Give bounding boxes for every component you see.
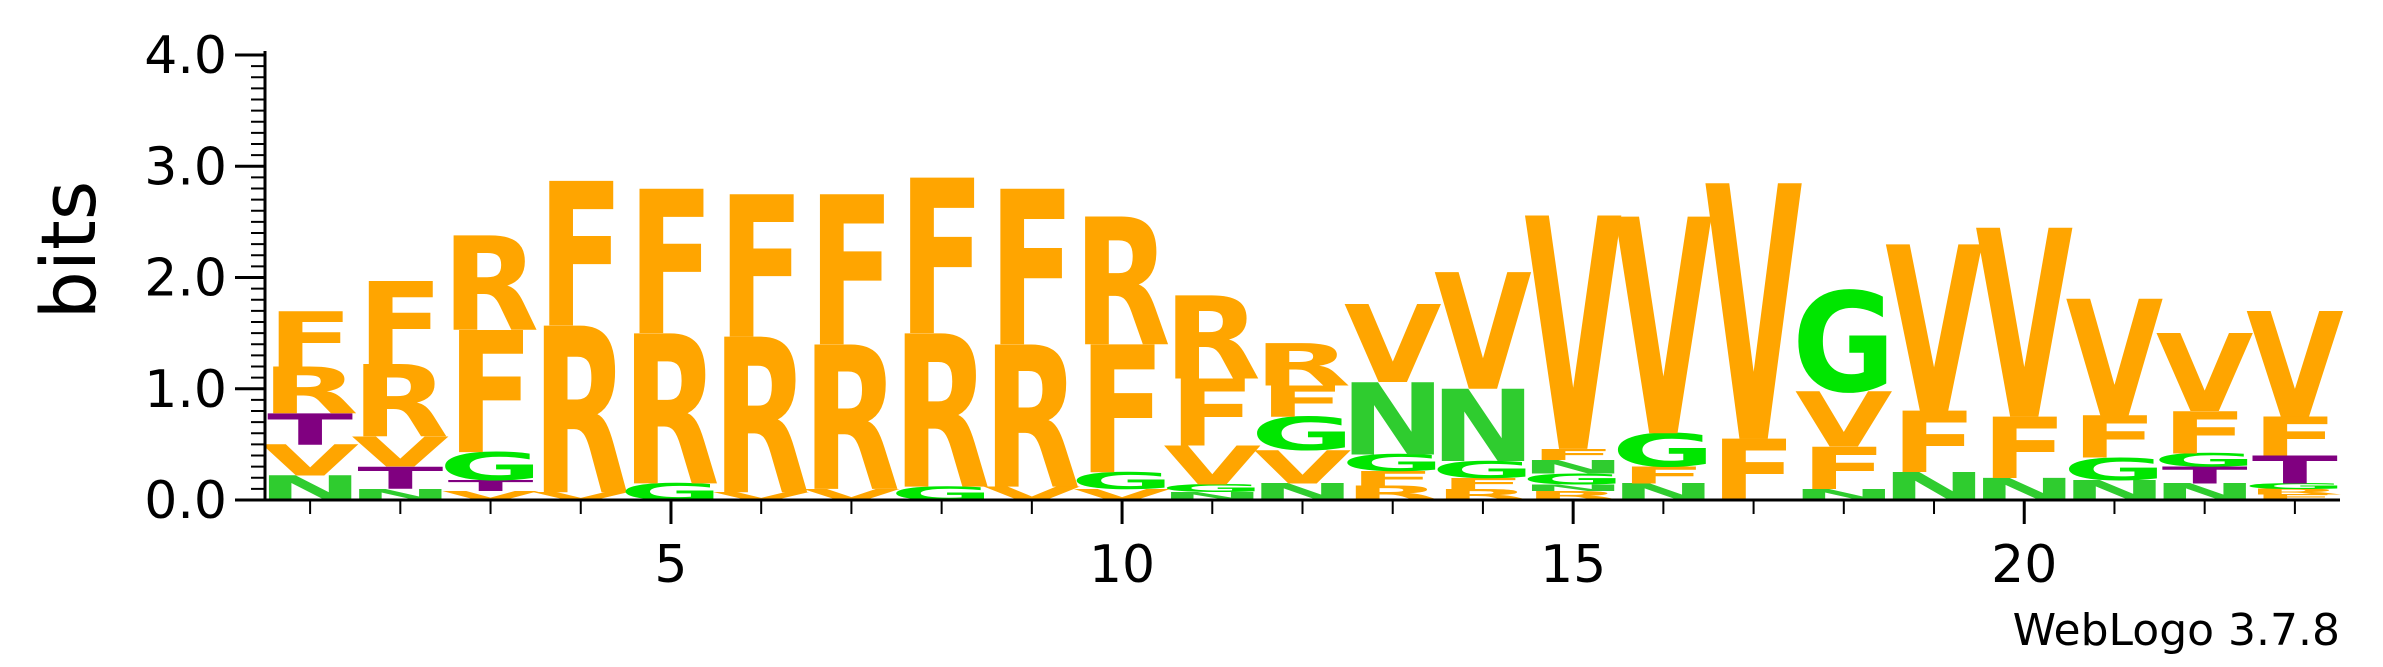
logo-letter: G <box>2153 450 2256 471</box>
logo-letter: V <box>2246 283 2344 452</box>
logo-letter: V <box>261 437 359 486</box>
logo-letter: V <box>2066 267 2164 454</box>
logo-letter: R <box>442 210 539 361</box>
logo-letter: N <box>1340 363 1445 478</box>
logo-letter: G <box>1431 457 1534 483</box>
logo-letter: G <box>1792 265 1895 424</box>
logo-letter: R <box>1254 332 1351 399</box>
logo-letter: G <box>1070 468 1173 494</box>
logo-letter: F <box>1350 467 1436 490</box>
logo-letter: G <box>2243 482 2346 491</box>
logo-letter: G <box>439 445 542 489</box>
y-tick-label: 1.0 <box>144 360 227 420</box>
logo-letter: F <box>989 147 1075 395</box>
logo-letter: V <box>1885 199 1983 465</box>
logo-letter: V <box>2156 312 2254 436</box>
logo-letter: G <box>1161 482 1264 494</box>
x-tick-label: 5 <box>654 535 687 595</box>
x-tick-label: 15 <box>1540 535 1606 595</box>
logo-letter: R <box>1074 181 1171 385</box>
logo-letter: T <box>448 477 534 495</box>
logo-letter: F <box>2252 406 2338 468</box>
logo-letter: T <box>2252 448 2338 492</box>
logo-letter: R <box>1164 273 1261 406</box>
logo-letter: F <box>357 259 443 392</box>
logo-letter: R <box>2246 487 2343 496</box>
logo-letter: R <box>622 294 719 533</box>
logo-letter: F <box>1981 401 2067 498</box>
logo-letter: V <box>1344 283 1442 407</box>
logo-letter: F <box>1620 462 1706 488</box>
y-tick-label: 2.0 <box>144 249 227 309</box>
logo-letter: F <box>1079 309 1165 513</box>
logo-letter: F <box>808 155 894 394</box>
logo-letter: V <box>1705 115 1803 522</box>
logo-letter: G <box>1341 450 1444 476</box>
logo-letter: R <box>352 345 449 460</box>
axes: 0.0 1.0 2.0 3.0 4.0 5 10 15 20 <box>144 26 2340 595</box>
letter-stacks: NVTRFNTVRFVTGFRVRFGRFVRFVRFGRFVRFVGFRNGV… <box>257 115 2346 546</box>
logo-letter: R <box>983 306 1080 533</box>
logo-letter: T <box>267 405 353 454</box>
y-axis-label: bits <box>24 181 113 320</box>
logo-letter: N <box>1430 369 1535 484</box>
logo-letter: R <box>803 306 900 536</box>
logo-letter: F <box>538 143 624 373</box>
logo-letter: G <box>1251 408 1354 461</box>
logo-letter: V <box>1254 441 1352 494</box>
logo-letter: F <box>1530 446 1616 464</box>
logo-letter: V <box>1164 435 1262 497</box>
logo-letter: F <box>2071 405 2157 472</box>
logo-letter: F <box>899 136 985 384</box>
logo-letter: V <box>1524 153 1622 525</box>
x-tick-label: 10 <box>1089 535 1155 595</box>
logo-letter: F <box>2162 400 2248 467</box>
logo-letter: R <box>262 354 359 429</box>
x-tick-label: 20 <box>1991 535 2057 595</box>
logo-letter: V <box>1615 157 1713 503</box>
logo-letter: F <box>2252 493 2338 502</box>
logo-letter: R <box>893 291 990 536</box>
y-tick-label: 3.0 <box>144 137 227 197</box>
logo-letter: G <box>2063 452 2166 488</box>
logo-letter: V <box>1434 240 1532 427</box>
logo-letter: N <box>1520 456 1625 477</box>
logo-letter: G <box>1612 425 1715 478</box>
logo-letter: N <box>1520 483 1625 494</box>
logo-letter: G <box>1521 471 1624 489</box>
logo-letter: V <box>1795 376 1893 465</box>
logo-letter: V <box>352 429 450 477</box>
logo-letter: F <box>1891 395 1977 492</box>
logo-letter: F <box>447 296 533 492</box>
y-tick-label: 4.0 <box>144 26 227 86</box>
logo-letter: F <box>718 156 804 383</box>
logo-letter: V <box>1975 177 2073 478</box>
logo-letter: F <box>1801 436 1887 503</box>
logo-letter: F <box>1440 475 1526 493</box>
logo-letter: T <box>357 461 444 497</box>
logo-letter: F <box>1169 361 1255 467</box>
weblogo-version-label: WebLogo 3.7.8 <box>2013 605 2340 656</box>
logo-letter: F <box>628 151 714 381</box>
logo-letter: F <box>1259 378 1345 427</box>
logo-letter: F <box>267 296 353 385</box>
y-tick-label: 0.0 <box>144 471 227 531</box>
logo-letter: T <box>2162 462 2248 488</box>
